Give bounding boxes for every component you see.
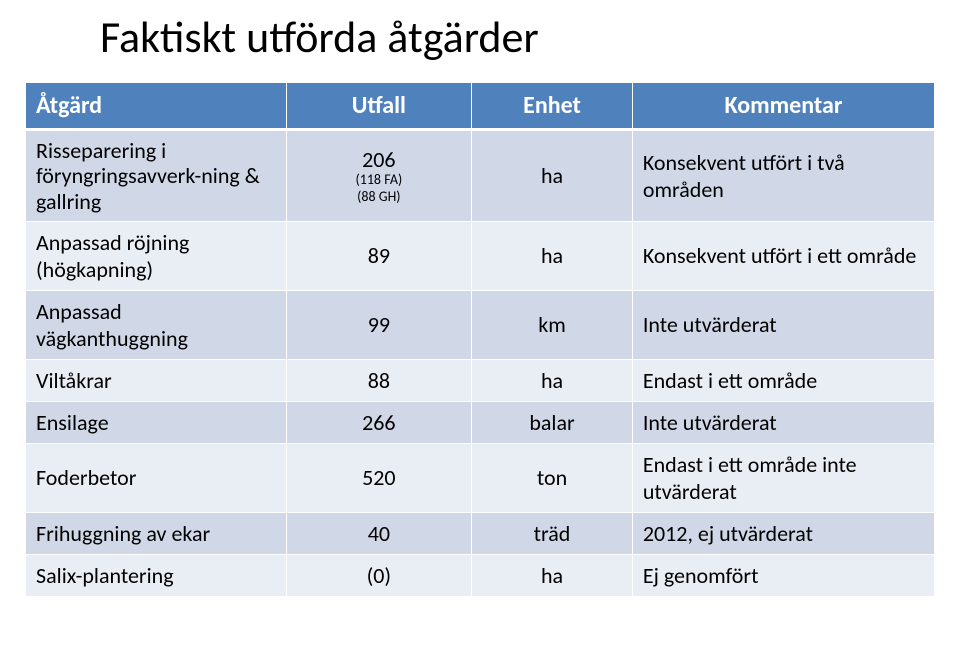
actions-table: Åtgärd Utfall Enhet Kommentar Risseparer… <box>25 82 935 597</box>
cell-utfall: 206 (118 FA) (88 GH) <box>286 130 472 222</box>
cell-utfall: 89 <box>286 221 472 290</box>
cell-enhet: ton <box>472 443 633 512</box>
cell-enhet: ha <box>472 554 633 596</box>
slide-container: Faktiskt utförda åtgärder Åtgärd Utfall … <box>0 0 960 597</box>
table-row: Frihuggning av ekar 40 träd 2012, ej utv… <box>26 512 935 554</box>
col-header-enhet: Enhet <box>472 83 633 130</box>
cell-utfall: 520 <box>286 443 472 512</box>
cell-utfall: 266 <box>286 401 472 443</box>
cell-atgard: Salix-plantering <box>26 554 287 596</box>
table-row: Anpassad vägkanthuggning 99 km Inte utvä… <box>26 290 935 359</box>
cell-enhet: balar <box>472 401 633 443</box>
cell-utfall: (0) <box>286 554 472 596</box>
col-header-kommentar: Kommentar <box>632 83 934 130</box>
cell-utfall: 99 <box>286 290 472 359</box>
cell-enhet: ha <box>472 221 633 290</box>
cell-enhet: träd <box>472 512 633 554</box>
table-body: Risseparering i föryngringsavverk-ning &… <box>26 130 935 597</box>
cell-atgard: Anpassad vägkanthuggning <box>26 290 287 359</box>
cell-kommentar: Inte utvärderat <box>632 290 934 359</box>
cell-utfall: 88 <box>286 359 472 401</box>
utfall-main: 206 <box>362 146 395 173</box>
table-row: Risseparering i föryngringsavverk-ning &… <box>26 130 935 222</box>
cell-enhet: ha <box>472 359 633 401</box>
cell-atgard: Risseparering i föryngringsavverk-ning &… <box>26 130 287 222</box>
col-header-atgard: Åtgärd <box>26 83 287 130</box>
cell-atgard: Foderbetor <box>26 443 287 512</box>
cell-enhet: km <box>472 290 633 359</box>
cell-kommentar: Inte utvärderat <box>632 401 934 443</box>
table-row: Salix-plantering (0) ha Ej genomfört <box>26 554 935 596</box>
cell-kommentar: Konsekvent utfört i två områden <box>632 130 934 222</box>
col-header-utfall: Utfall <box>286 83 472 130</box>
cell-atgard: Ensilage <box>26 401 287 443</box>
cell-enhet: ha <box>472 130 633 222</box>
cell-atgard: Anpassad röjning (högkapning) <box>26 221 287 290</box>
table-row: Anpassad röjning (högkapning) 89 ha Kons… <box>26 221 935 290</box>
table-row: Foderbetor 520 ton Endast i ett område i… <box>26 443 935 512</box>
table-header-row: Åtgärd Utfall Enhet Kommentar <box>26 83 935 130</box>
table-row: Ensilage 266 balar Inte utvärderat <box>26 401 935 443</box>
slide-title: Faktiskt utförda åtgärder <box>100 10 935 64</box>
utfall-sub2: (88 GH) <box>297 189 462 206</box>
cell-kommentar: Ej genomfört <box>632 554 934 596</box>
cell-kommentar: 2012, ej utvärderat <box>632 512 934 554</box>
cell-atgard: Viltåkrar <box>26 359 287 401</box>
table-row: Viltåkrar 88 ha Endast i ett område <box>26 359 935 401</box>
cell-kommentar: Endast i ett område inte utvärderat <box>632 443 934 512</box>
utfall-sub1: (118 FA) <box>297 172 462 189</box>
cell-kommentar: Konsekvent utfört i ett område <box>632 221 934 290</box>
cell-kommentar: Endast i ett område <box>632 359 934 401</box>
cell-atgard: Frihuggning av ekar <box>26 512 287 554</box>
cell-utfall: 40 <box>286 512 472 554</box>
